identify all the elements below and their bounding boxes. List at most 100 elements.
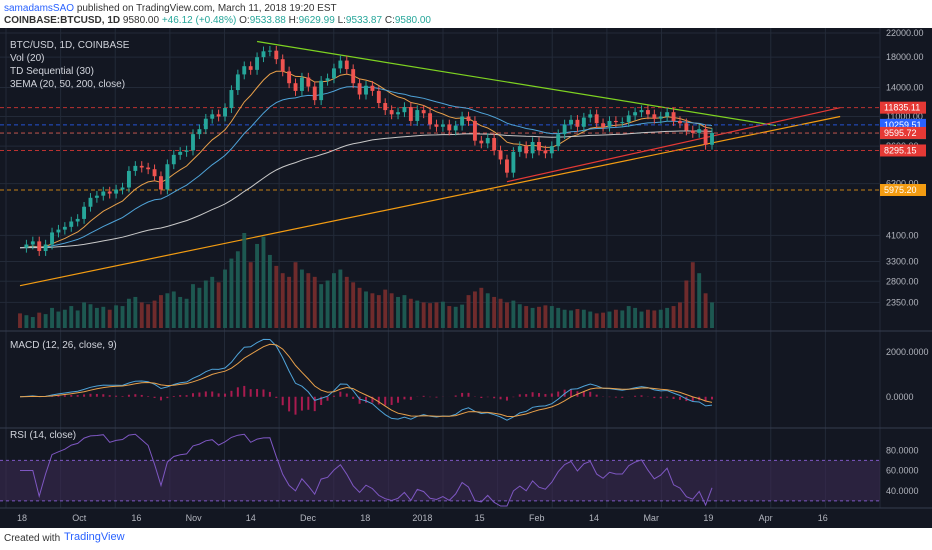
y-tick-label: 6300.00 <box>886 179 919 189</box>
candle <box>146 167 151 170</box>
open-value: 9533.88 <box>249 15 286 26</box>
price-tag <box>880 183 926 196</box>
volume-bar <box>479 287 484 328</box>
volume-bar <box>505 302 509 328</box>
volume-bar <box>428 303 433 328</box>
candle <box>229 90 234 109</box>
candle <box>581 117 586 127</box>
candle <box>562 124 567 135</box>
volume-bar <box>69 306 74 328</box>
candle <box>645 110 650 115</box>
candle <box>325 78 330 81</box>
macd-hist <box>140 394 143 397</box>
volume-bar <box>248 262 253 328</box>
trendline-green <box>256 40 777 127</box>
volume-bar <box>229 258 234 328</box>
rsi-band <box>0 460 880 501</box>
publish-header: samadamsSAO published on TradingView.com… <box>0 0 932 28</box>
candle <box>633 112 638 116</box>
macd-hist <box>538 393 540 397</box>
candle <box>37 241 42 252</box>
open-label: O: <box>239 15 250 26</box>
candle <box>620 122 625 124</box>
macd-hist <box>262 389 265 397</box>
y-tick-label: 11000.00 <box>886 111 923 121</box>
volume-bar <box>203 280 208 328</box>
macd-hist <box>390 396 393 405</box>
y-tick-label: 14000.00 <box>886 82 924 92</box>
candle <box>171 154 176 165</box>
x-tick-label: 18 <box>360 513 370 523</box>
volume-bar <box>549 306 554 328</box>
macd-hist <box>332 395 335 397</box>
volume-bar <box>75 310 80 328</box>
candle <box>50 232 54 245</box>
volume-bar <box>165 293 170 328</box>
volume-bar <box>280 273 285 328</box>
macd-hist <box>659 396 662 399</box>
volume-bar <box>370 293 375 328</box>
created-with: Created with <box>4 533 61 544</box>
volume-bar <box>396 296 400 328</box>
price-tag-label: 11835.11 <box>884 103 920 113</box>
candle <box>248 66 253 70</box>
volume-bar <box>498 298 503 328</box>
volume-bar <box>184 298 189 328</box>
volume-bar <box>107 309 112 328</box>
footer: Created with TradingView <box>0 528 932 550</box>
volume-bars <box>18 233 714 328</box>
axes: 22000.0018000.0014000.0011000.008600.006… <box>17 28 926 523</box>
x-tick-label: 2018 <box>412 513 432 523</box>
candle <box>267 50 272 52</box>
macd-hist <box>582 391 585 397</box>
candle <box>293 83 298 91</box>
candle <box>319 80 324 101</box>
tradingview-logo[interactable]: TradingView <box>64 531 125 543</box>
macd-hist <box>281 396 284 406</box>
candle <box>94 195 99 198</box>
macd-hist <box>57 395 60 397</box>
volume-bar <box>171 291 176 328</box>
candle <box>101 191 106 196</box>
candle <box>24 244 29 248</box>
volume-bar <box>62 309 67 328</box>
rsi-title: RSI (14, close) <box>10 430 76 441</box>
volume-bar <box>530 307 535 328</box>
high-value: 9629.99 <box>298 15 335 26</box>
volume-bar <box>658 309 663 328</box>
rsi-tick: 80.0000 <box>886 445 919 455</box>
volume-bar <box>88 304 93 328</box>
chart-svg[interactable]: 2000.0000 0.0000 80.0000 60.0000 40.0000 22… <box>0 28 932 528</box>
author-link[interactable]: samadamsSAO <box>4 3 75 14</box>
candle <box>242 66 247 75</box>
macd-hist <box>153 396 156 398</box>
chart-area[interactable]: 2000.0000 0.0000 80.0000 60.0000 40.0000 22… <box>0 28 932 528</box>
x-tick-label: Feb <box>529 513 545 523</box>
y-tick-label: 18000.00 <box>886 52 924 62</box>
price-tag <box>880 126 926 139</box>
candle <box>357 83 362 95</box>
volume-bar <box>274 265 279 328</box>
volume-bar <box>325 280 330 328</box>
price-tag-label: 5975.20 <box>884 185 917 195</box>
macd-hist <box>172 396 175 397</box>
quote-line: COINBASE:BTCUSD, 1D 9580.00 +46.12 (+0.4… <box>4 15 431 26</box>
volume-bar <box>389 293 394 328</box>
macd-hist <box>518 394 521 397</box>
macd-line <box>19 338 713 421</box>
volume-bar <box>710 302 714 328</box>
candle <box>543 150 548 154</box>
candle <box>428 113 433 125</box>
volume-bar <box>690 262 695 328</box>
candle <box>82 206 87 219</box>
candle <box>440 124 445 127</box>
candle <box>639 110 644 113</box>
volume-bar <box>588 311 593 328</box>
volume-bar <box>56 311 61 328</box>
candle <box>434 124 439 127</box>
volume-bar <box>357 287 362 328</box>
volume-bar <box>556 307 561 328</box>
candle <box>537 142 541 151</box>
macd-hist <box>268 391 271 397</box>
candle <box>120 187 125 190</box>
